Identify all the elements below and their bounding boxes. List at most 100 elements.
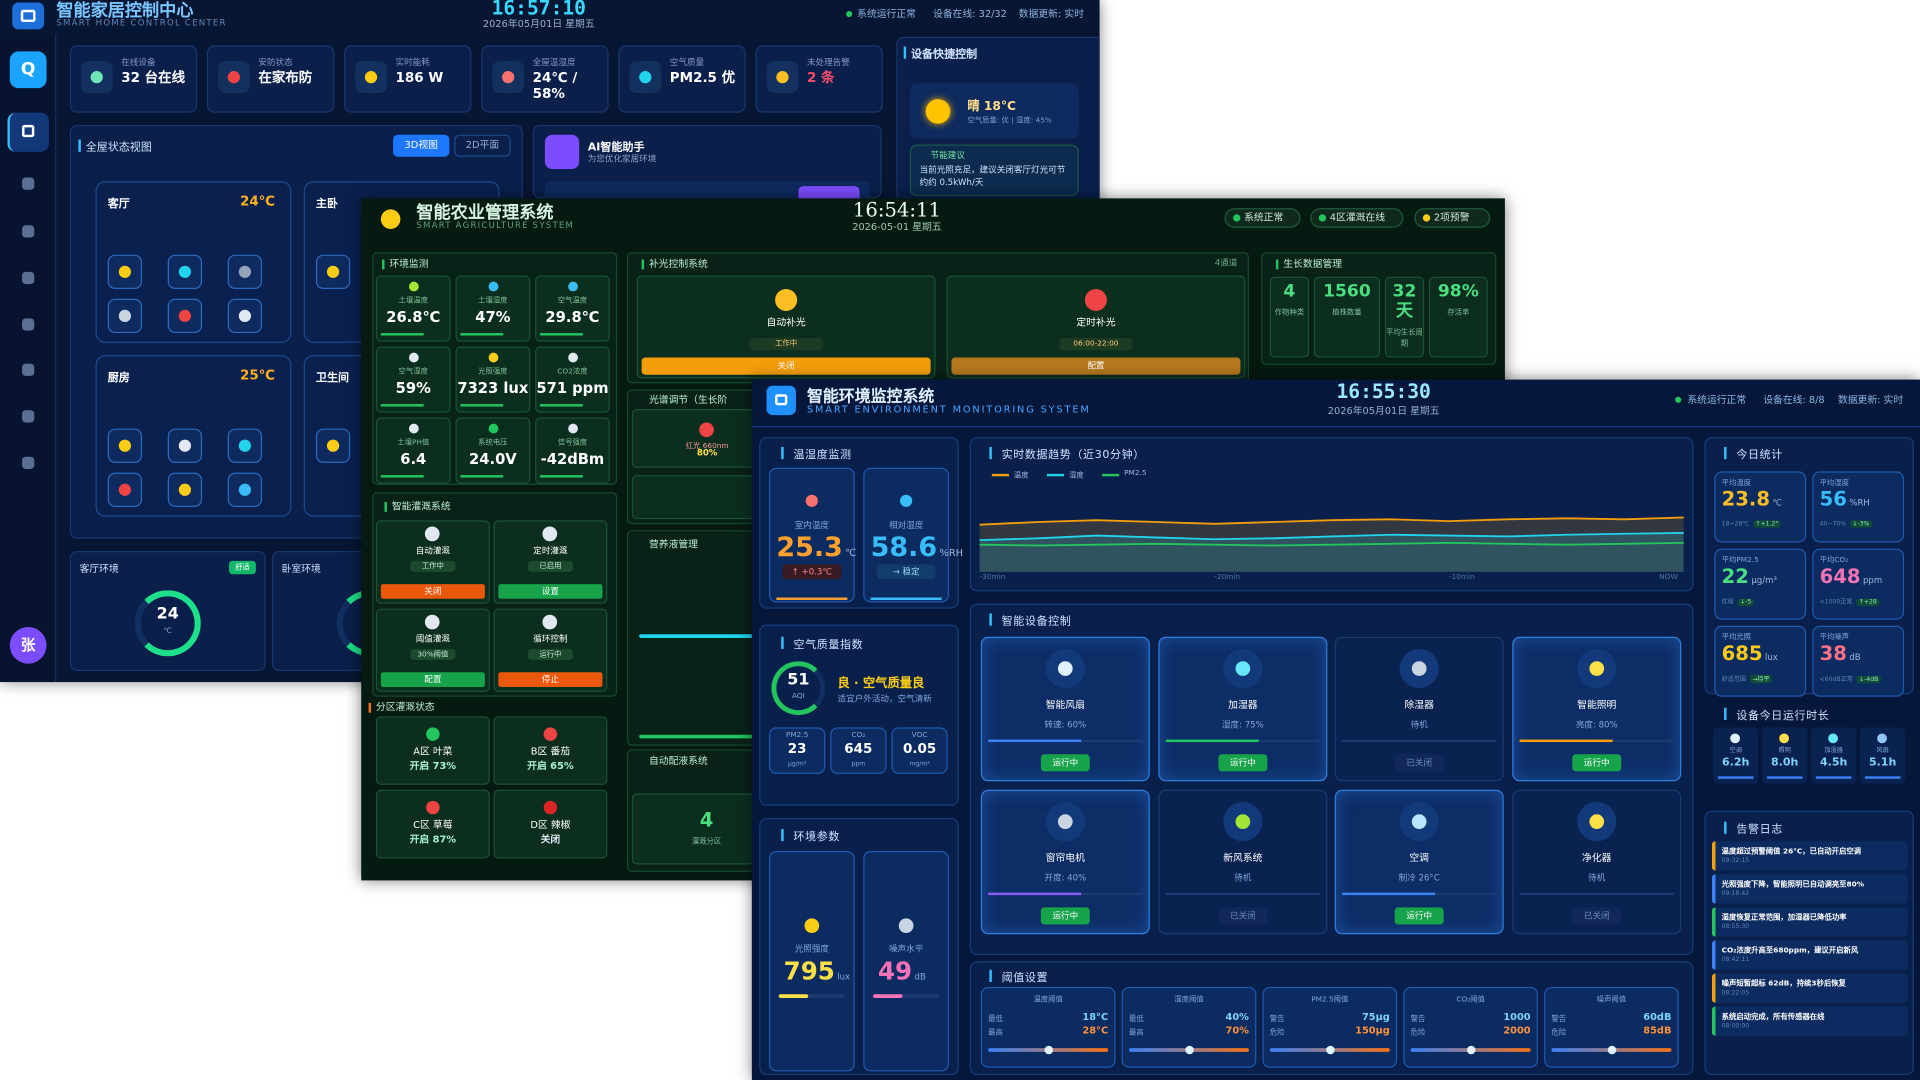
- icon: [238, 439, 252, 452]
- nav-active[interactable]: [7, 112, 49, 152]
- title-bar: [382, 259, 385, 270]
- alarm-text: 系统启动完成，所有传感器在线: [1721, 1012, 1825, 1022]
- device-status[interactable]: 运行中: [1394, 907, 1444, 925]
- device-status[interactable]: 已关闭: [1394, 754, 1444, 772]
- air-unit: ppm: [851, 760, 866, 768]
- param-value: 795: [783, 956, 835, 986]
- alarm-entry: [1711, 907, 1908, 937]
- device-detail: 湿度: 75%: [1221, 720, 1264, 730]
- view-button[interactable]: 3D视图: [393, 134, 450, 157]
- device-track: [1519, 892, 1674, 896]
- irrigation-name: 循环控制: [533, 634, 568, 645]
- stat-range: 优级: [1721, 598, 1734, 607]
- sensor-value: 7323 lux: [457, 379, 529, 397]
- view-button[interactable]: 2D平面: [454, 134, 511, 157]
- logo: [766, 385, 796, 416]
- light-button[interactable]: 配置: [951, 357, 1241, 375]
- slider-knob[interactable]: [1185, 1045, 1194, 1055]
- irrigation-button[interactable]: 关闭: [380, 584, 485, 599]
- channels: 4通道: [1214, 258, 1238, 269]
- device-name: 除湿器: [1404, 699, 1434, 711]
- slider-knob[interactable]: [1466, 1045, 1476, 1055]
- device-button[interactable]: [167, 428, 203, 463]
- slider-knob[interactable]: [1044, 1045, 1054, 1055]
- icon: [238, 265, 252, 278]
- device-status[interactable]: 运行中: [1040, 754, 1090, 772]
- stat-unit: ℃: [1772, 498, 1783, 509]
- stat-label: 安防状态: [258, 57, 293, 68]
- panel-title: 智能设备控制: [1001, 615, 1072, 629]
- irrigation-button[interactable]: 停止: [498, 672, 603, 687]
- device-status[interactable]: 运行中: [1218, 754, 1268, 772]
- stat-value: 2 条: [806, 69, 835, 86]
- stat-cell: [1714, 548, 1807, 620]
- stat-footer: 优级 ↓-5: [1721, 598, 1754, 607]
- nav-icon[interactable]: [22, 225, 35, 238]
- irrigation-button[interactable]: 设置: [498, 584, 603, 599]
- aqi-ring: [771, 661, 826, 716]
- stat-value: 23.8: [1721, 487, 1770, 511]
- irrigation-state: 运行中: [527, 648, 574, 660]
- title-bar: [1724, 707, 1727, 720]
- nutrient-panel: [626, 530, 774, 746]
- weather: 晴 18°C: [967, 100, 1017, 114]
- icon: [178, 309, 192, 323]
- threshold-value: 70%: [1225, 1024, 1249, 1036]
- device-button[interactable]: [107, 298, 143, 334]
- device-detail: 开度: 40%: [1044, 873, 1087, 883]
- avatar[interactable]: 张: [9, 626, 47, 664]
- icon: [238, 483, 252, 496]
- air-value: 645: [844, 740, 873, 757]
- stat-label: 空气质量: [669, 57, 705, 68]
- assistant-subtitle: 为您优化家居环境: [587, 154, 657, 165]
- slider-knob[interactable]: [1607, 1045, 1617, 1055]
- title-bar: [384, 502, 387, 512]
- clock: 16:54:11: [852, 198, 941, 222]
- aqi-level: 良 · 空气质量良: [837, 677, 925, 691]
- light-button[interactable]: 关闭: [641, 357, 931, 375]
- device-status[interactable]: 已关闭: [1218, 907, 1268, 925]
- threshold-value: 2000: [1503, 1024, 1531, 1036]
- device-status[interactable]: 已关闭: [1572, 907, 1622, 925]
- sensor-bar: [380, 333, 424, 336]
- env-title: 客厅环境: [79, 563, 119, 575]
- icon: [326, 265, 340, 278]
- nav-icon[interactable]: [22, 363, 35, 376]
- stat-reading: 685 lux: [1722, 642, 1778, 665]
- legend-swatch: [991, 473, 1009, 477]
- stat-footer: 40~70% ↓-3%: [1820, 520, 1872, 528]
- nav-icon[interactable]: [22, 177, 35, 190]
- panel-title: 设备快捷控制: [911, 48, 978, 62]
- device-button[interactable]: [315, 428, 351, 463]
- subtitle: SMART AGRICULTURE SYSTEM: [416, 220, 575, 231]
- nav-icon[interactable]: [22, 271, 35, 285]
- stat-range: 舒适范围: [1721, 675, 1747, 684]
- assistant-input: [544, 181, 870, 201]
- sensor-label: 系统电压: [478, 438, 508, 447]
- irrigation-button[interactable]: 配置: [380, 672, 485, 687]
- threshold-label: 最高: [988, 1028, 1003, 1038]
- icon: [1675, 396, 1682, 403]
- param-bar: [778, 994, 809, 998]
- climate-value: 25.3: [776, 532, 843, 564]
- device-status[interactable]: 运行中: [1040, 907, 1090, 925]
- panel-title: 光谱调节（生长阶: [648, 394, 728, 406]
- logo-house: [775, 394, 788, 406]
- threshold-label: 警告: [1410, 1015, 1426, 1024]
- nav-icon[interactable]: [22, 456, 35, 469]
- slider-knob[interactable]: [1326, 1045, 1335, 1055]
- nav-icon[interactable]: [22, 318, 35, 331]
- param-label: 光照强度: [794, 944, 829, 954]
- subtitle: SMART ENVIRONMENT MONITORING SYSTEM: [806, 404, 1091, 416]
- tip-card: [909, 144, 1079, 196]
- runtime-name: 空调: [1729, 746, 1742, 755]
- search[interactable]: Q: [9, 51, 47, 89]
- alarm-time: 08:00:00: [1721, 1022, 1750, 1030]
- legend-label: PM2.5: [1124, 468, 1147, 478]
- stat-value: PM2.5 优: [669, 69, 736, 86]
- device-status[interactable]: 运行中: [1572, 754, 1622, 772]
- nav-icon[interactable]: [22, 410, 35, 423]
- zone-state: 关闭: [540, 833, 561, 845]
- icon: [1589, 814, 1605, 829]
- stat-footer: <1000正常 ↑+28: [1820, 598, 1880, 606]
